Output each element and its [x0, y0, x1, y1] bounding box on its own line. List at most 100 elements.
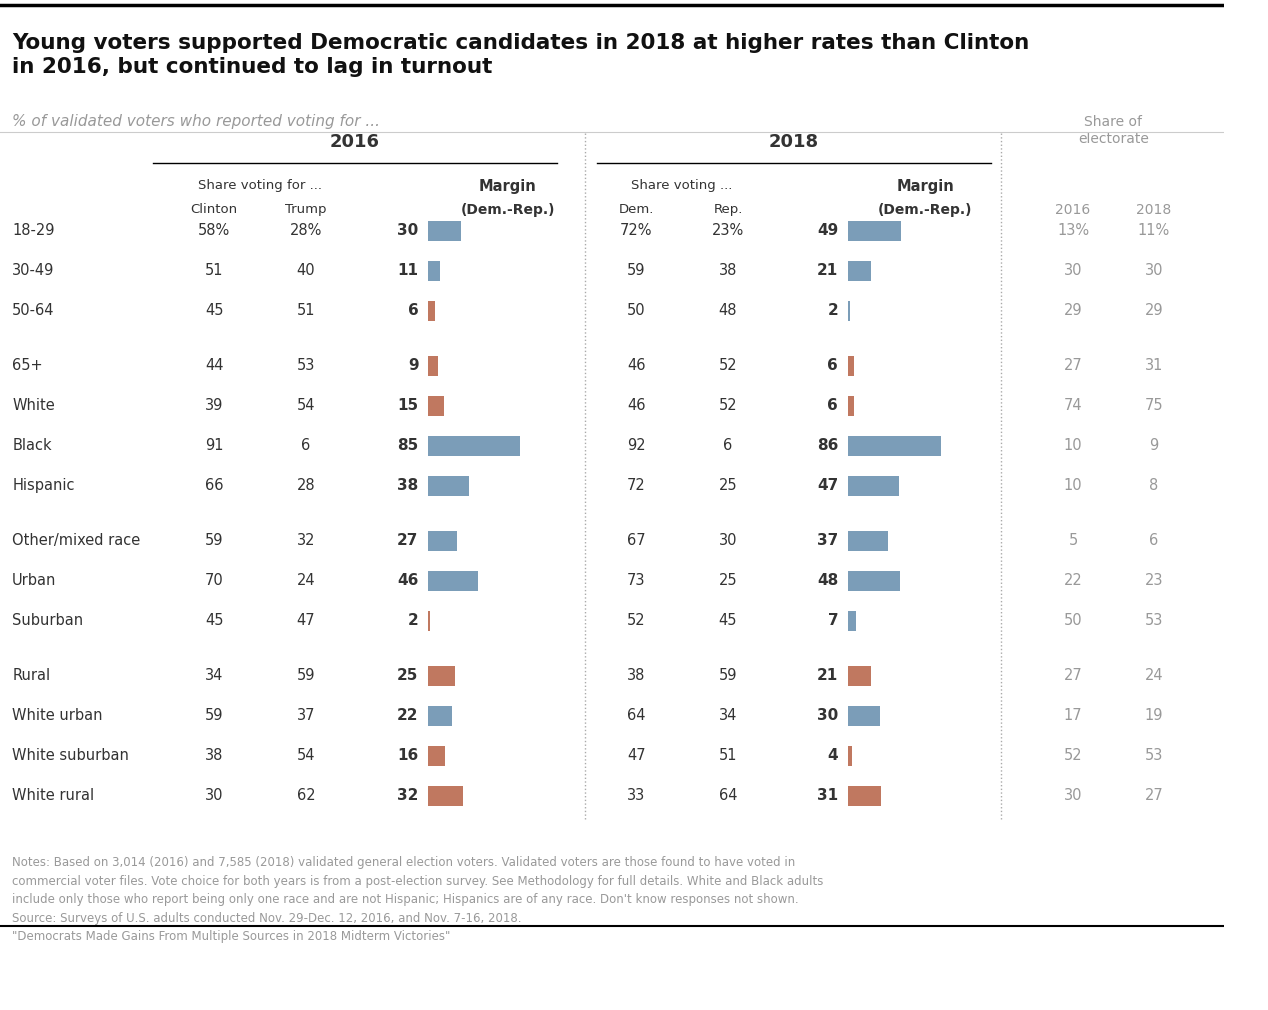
Text: 47: 47 [626, 748, 645, 764]
Text: 37: 37 [817, 533, 838, 548]
Bar [429, 666, 455, 686]
Text: Young voters supported Democratic candidates in 2018 at higher rates than Clinto: Young voters supported Democratic candid… [13, 32, 1030, 77]
Text: Hispanic: Hispanic [13, 479, 75, 494]
Text: 54: 54 [297, 748, 316, 764]
Text: 75: 75 [1145, 398, 1163, 413]
Text: 59: 59 [297, 669, 316, 684]
Text: 30: 30 [817, 708, 838, 723]
Text: 45: 45 [205, 613, 223, 628]
Text: 31: 31 [1145, 359, 1163, 374]
Text: 17: 17 [1064, 708, 1083, 723]
Bar [429, 706, 451, 725]
Text: 59: 59 [205, 533, 223, 548]
Text: 30: 30 [205, 789, 223, 803]
Text: Dem.: Dem. [619, 203, 654, 216]
Bar [429, 611, 430, 630]
Text: Share voting for ...: Share voting for ... [198, 179, 322, 192]
Bar [848, 436, 941, 456]
Text: Urban: Urban [13, 574, 57, 589]
Text: 38: 38 [719, 264, 737, 279]
Text: (Dem.-Rep.): (Dem.-Rep.) [877, 203, 973, 217]
Text: 39: 39 [205, 398, 223, 413]
Text: % of validated voters who reported voting for ...: % of validated voters who reported votin… [13, 113, 380, 128]
Text: 2016: 2016 [1055, 203, 1090, 217]
Text: 9: 9 [1149, 438, 1159, 453]
Text: 25: 25 [719, 479, 738, 494]
Text: 2018: 2018 [1136, 203, 1172, 217]
Text: 25: 25 [397, 669, 418, 684]
Bar [429, 436, 520, 456]
Bar [429, 746, 445, 766]
Text: 48: 48 [817, 574, 838, 589]
Bar [429, 357, 437, 376]
Text: 18-29: 18-29 [13, 223, 55, 238]
Text: White suburban: White suburban [13, 748, 129, 764]
Text: 47: 47 [817, 479, 838, 494]
Text: 72%: 72% [620, 223, 653, 238]
Text: 51: 51 [719, 748, 737, 764]
Text: 24: 24 [1145, 669, 1163, 684]
Text: 46: 46 [397, 574, 418, 589]
Text: 50: 50 [626, 303, 645, 318]
Bar [848, 786, 881, 806]
Bar [429, 396, 444, 416]
Text: Black: Black [13, 438, 52, 453]
Text: 64: 64 [719, 789, 737, 803]
Bar [848, 611, 856, 630]
Text: 48: 48 [719, 303, 737, 318]
Text: 6: 6 [1149, 533, 1159, 548]
Bar [429, 221, 460, 240]
Text: 59: 59 [205, 708, 223, 723]
Text: 53: 53 [1145, 613, 1163, 628]
Text: 7: 7 [828, 613, 838, 628]
Text: 67: 67 [626, 533, 645, 548]
Text: 92: 92 [626, 438, 645, 453]
Text: 40: 40 [297, 264, 316, 279]
Text: 85: 85 [397, 438, 418, 453]
Text: 15: 15 [397, 398, 418, 413]
Text: White: White [13, 398, 55, 413]
Text: 27: 27 [1064, 359, 1083, 374]
Text: 21: 21 [817, 264, 838, 279]
Text: Share of
electorate: Share of electorate [1078, 115, 1149, 146]
Text: 4: 4 [828, 748, 838, 764]
Text: 2: 2 [828, 303, 838, 318]
Text: 27: 27 [1145, 789, 1163, 803]
Text: 45: 45 [719, 613, 737, 628]
Bar [848, 221, 900, 240]
Text: 29: 29 [1064, 303, 1083, 318]
Text: Trump: Trump [285, 203, 327, 216]
Text: 46: 46 [628, 359, 645, 374]
Text: 47: 47 [297, 613, 316, 628]
Bar [429, 531, 458, 550]
Text: 46: 46 [628, 398, 645, 413]
Text: 28%: 28% [289, 223, 322, 238]
Text: 10: 10 [1064, 479, 1083, 494]
Text: 25: 25 [719, 574, 738, 589]
Bar [429, 476, 469, 496]
Text: 23: 23 [1145, 574, 1163, 589]
Text: Rep.: Rep. [714, 203, 743, 216]
Text: 27: 27 [1064, 669, 1083, 684]
Text: 37: 37 [297, 708, 316, 723]
Text: (Dem.-Rep.): (Dem.-Rep.) [460, 203, 555, 217]
Text: 52: 52 [719, 398, 738, 413]
Text: 11%: 11% [1137, 223, 1170, 238]
Text: 52: 52 [1064, 748, 1083, 764]
Text: 21: 21 [817, 669, 838, 684]
Text: 45: 45 [205, 303, 223, 318]
Bar [848, 571, 900, 591]
Text: 6: 6 [408, 303, 418, 318]
Text: 30-49: 30-49 [13, 264, 55, 279]
Text: Share voting ...: Share voting ... [631, 179, 733, 192]
Text: 74: 74 [1064, 398, 1083, 413]
Text: 29: 29 [1145, 303, 1163, 318]
Text: 28: 28 [297, 479, 316, 494]
Text: 22: 22 [397, 708, 418, 723]
Bar [429, 786, 463, 806]
Text: Clinton: Clinton [190, 203, 237, 216]
Text: White urban: White urban [13, 708, 103, 723]
Text: 73: 73 [628, 574, 645, 589]
Text: 58%: 58% [198, 223, 231, 238]
Text: 54: 54 [297, 398, 316, 413]
